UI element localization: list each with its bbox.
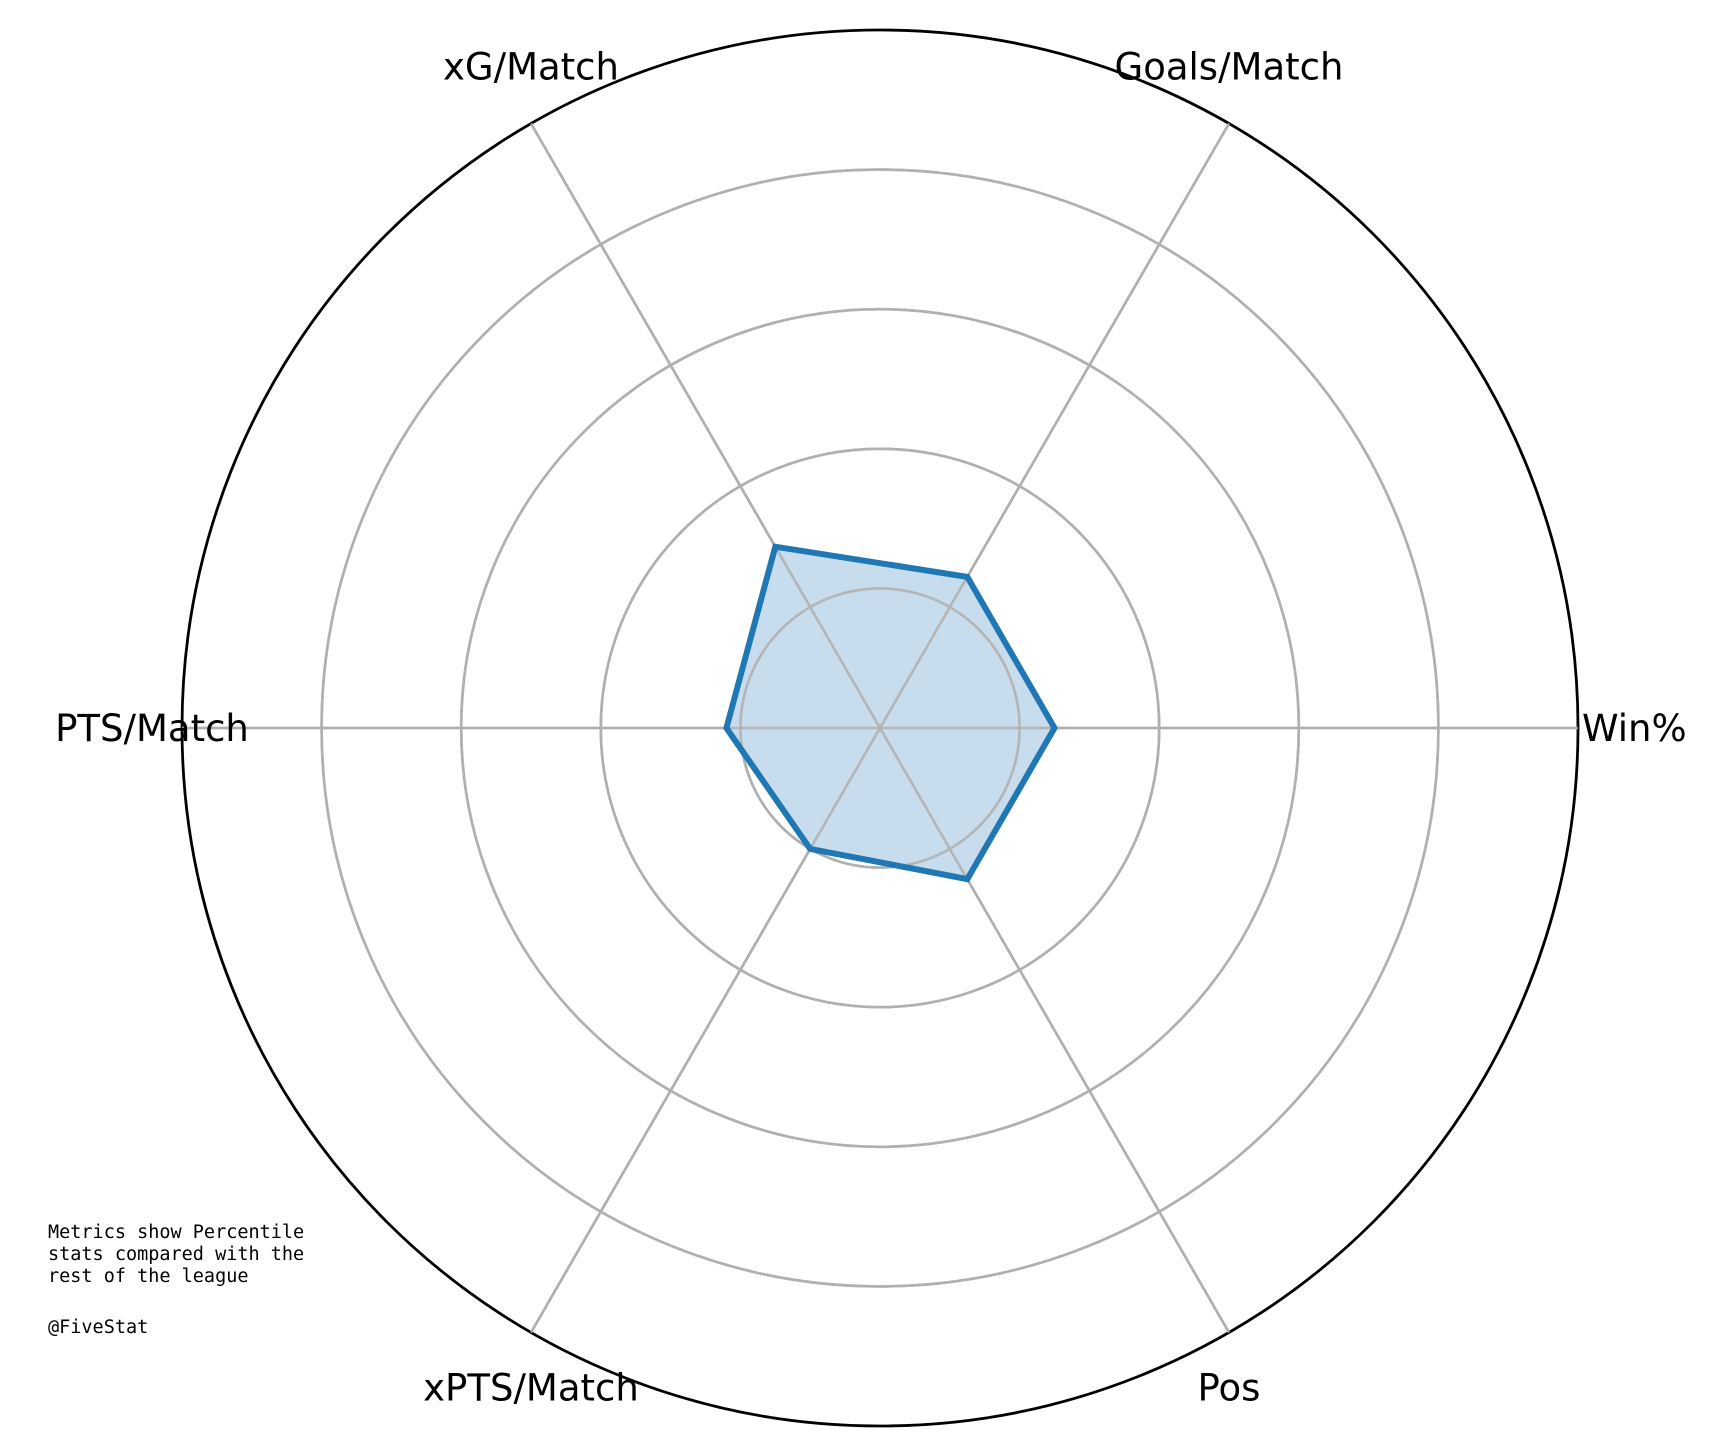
radar-series [182, 122, 1578, 1334]
series-1-outline [723, 543, 1058, 883]
credit-handle: @FiveStat [48, 1317, 149, 1338]
axis-label-win-: Win% [1582, 707, 1687, 750]
axis-label-xg-match: xG/Match [443, 46, 619, 89]
spoke-overlay-5 [529, 727, 882, 1334]
note-line-2: stats compared with the [48, 1244, 305, 1265]
series-1-area [726, 546, 1055, 880]
note-line-3: rest of the league [48, 1266, 249, 1287]
radar-axis-labels: Win% Goals/Match xG/Match PTS/Match xPTS/Mat… [55, 46, 1687, 1410]
axis-label-pts-match: PTS/Match [55, 707, 249, 750]
spoke-overlay-3 [529, 122, 882, 729]
axis-label-goals-match: Goals/Match [1115, 46, 1344, 89]
axis-label-xpts-match: xPTS/Match [423, 1366, 639, 1409]
spoke-overlay-6 [878, 727, 1231, 1334]
note-line-1: Metrics show Percentile [48, 1222, 305, 1243]
spoke-overlay-2 [878, 122, 1231, 729]
percentile-note: Metrics show Percentile stats compared w… [48, 1222, 304, 1288]
axis-label-pos: Pos [1198, 1366, 1261, 1409]
